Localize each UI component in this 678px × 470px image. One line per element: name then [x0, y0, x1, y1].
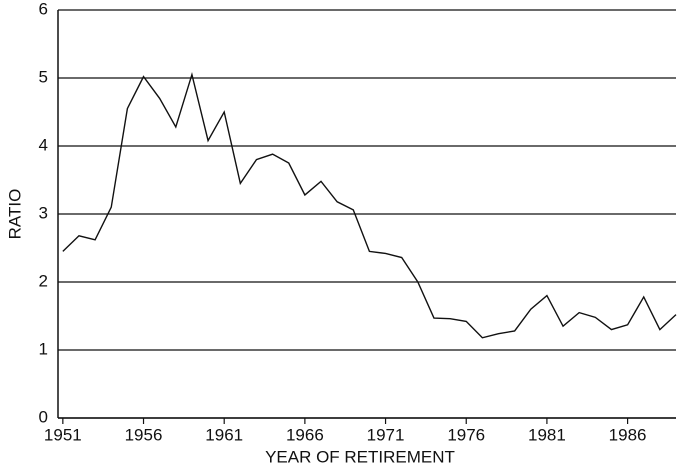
x-tick-label: 1986 — [609, 425, 647, 444]
y-tick-label: 4 — [39, 135, 48, 154]
y-tick-label: 6 — [39, 0, 48, 18]
y-tick-label: 0 — [39, 407, 48, 426]
x-tick-label: 1956 — [125, 425, 163, 444]
x-tick-label: 1981 — [528, 425, 566, 444]
x-axis-label: YEAR OF RETIREMENT — [265, 447, 455, 466]
x-tick-label: 1951 — [44, 425, 82, 444]
y-tick-label: 2 — [39, 271, 48, 290]
y-tick-label: 5 — [39, 67, 48, 86]
x-tick-label: 1976 — [447, 425, 485, 444]
y-tick-label: 1 — [39, 339, 48, 358]
x-tick-label: 1966 — [286, 425, 324, 444]
x-tick-label: 1961 — [205, 425, 243, 444]
x-tick-label: 1971 — [367, 425, 405, 444]
data-line — [62, 71, 677, 339]
y-tick-label: 3 — [39, 203, 48, 222]
y-axis-label: RATIO — [5, 189, 24, 240]
